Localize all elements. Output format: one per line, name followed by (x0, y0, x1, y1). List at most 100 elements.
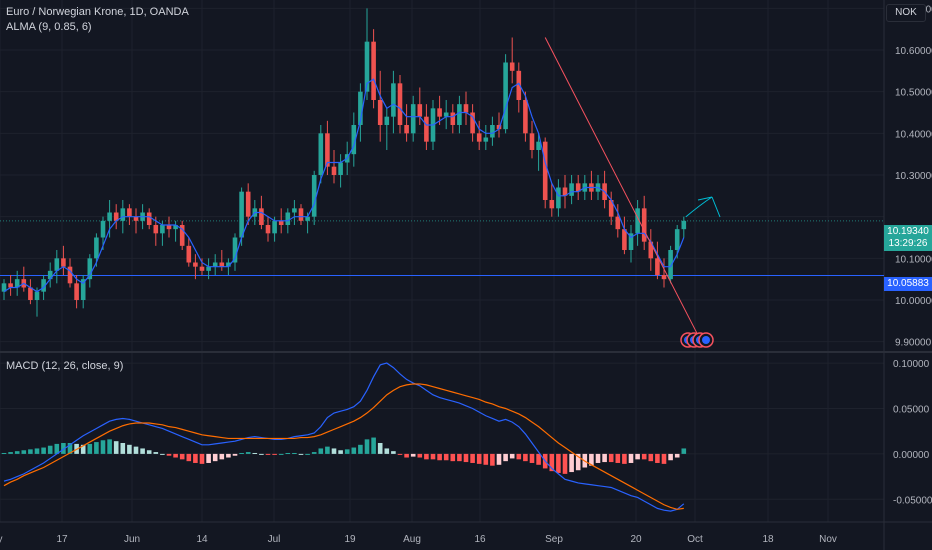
candle-body (298, 208, 304, 221)
macd-indicator-label[interactable]: MACD (12, 26, close, 9) (6, 360, 124, 372)
macd-histogram-bar (338, 450, 343, 454)
time-axis-label: 19 (344, 534, 356, 545)
macd-histogram-bar (232, 453, 238, 456)
price-axis-label: 10.30000 (895, 171, 932, 182)
macd-histogram-bar (278, 453, 284, 455)
candle-body (529, 133, 535, 150)
candle-body (523, 100, 528, 134)
candle-body (193, 262, 198, 267)
macd-histogram-bar (549, 453, 555, 472)
candle-body (641, 208, 647, 242)
macd-histogram-bar (298, 453, 304, 455)
candle-body (232, 237, 238, 263)
candle-body (608, 200, 614, 217)
macd-histogram-bar (608, 453, 614, 463)
macd-histogram-bar (463, 453, 469, 463)
macd-histogram-bar (245, 452, 251, 454)
macd-histogram-bar (516, 453, 522, 460)
time-axis-label: Aug (403, 534, 421, 545)
candle-body (450, 112, 456, 125)
macd-histogram-bar (305, 453, 310, 455)
candle-body (397, 83, 403, 125)
currency-label[interactable]: NOK (886, 4, 926, 22)
macd-histogram-bar (87, 443, 93, 454)
candle-body (476, 133, 482, 142)
candle-body (311, 175, 317, 217)
macd-histogram-bar (54, 443, 60, 454)
macd-histogram-bar (1, 452, 7, 454)
macd-histogram-bar (186, 453, 192, 462)
macd-histogram-bar (384, 448, 390, 454)
macd-histogram-bar (226, 453, 231, 458)
macd-histogram-bar (351, 447, 357, 454)
candle-body (272, 220, 277, 234)
candle-body (569, 183, 574, 196)
price-axis-label: 10.40000 (895, 129, 932, 140)
macd-axis-label: 0.05000 (893, 404, 930, 415)
candle-body (80, 279, 86, 300)
macd-histogram-bar (450, 453, 456, 462)
time-axis-label: Nov (819, 534, 837, 545)
candle-body (41, 279, 46, 292)
candle-body (61, 258, 66, 267)
candle-body (575, 183, 581, 192)
macd-histogram-bar (668, 453, 673, 461)
current-price-tag: 10.19340 13:29:26 (884, 225, 932, 251)
macd-histogram-bar (67, 442, 73, 454)
candle-body (549, 200, 555, 209)
candle-body (166, 225, 172, 230)
macd-histogram-bar (325, 446, 330, 454)
hline-price-tag: 10.05883 (884, 277, 932, 291)
macd-histogram-bar (417, 453, 423, 458)
macd-histogram-bar (410, 453, 416, 457)
candle-body (74, 283, 79, 300)
macd-histogram-bar (285, 452, 291, 454)
candle-body (457, 104, 462, 125)
candle-body (509, 62, 515, 71)
candle-body (404, 125, 409, 134)
symbol-title[interactable]: Euro / Norwegian Krone, 1D, OANDA (6, 6, 189, 18)
macd-histogram-bar (470, 453, 475, 463)
macd-histogram-bar (391, 451, 396, 454)
macd-histogram-bar (377, 442, 383, 454)
event-badge-icon (702, 336, 710, 344)
time-axis-label: 17 (56, 534, 68, 545)
time-axis-label: Sep (545, 534, 563, 545)
macd-histogram-bar (146, 450, 152, 454)
price-axis-label: 10.60000 (895, 46, 932, 57)
bar-countdown: 13:29:26 (888, 238, 928, 249)
candle-body (179, 225, 185, 246)
macd-histogram-bar (160, 453, 165, 455)
macd-histogram-bar (127, 444, 132, 454)
candle-body (265, 225, 271, 234)
candle-body (245, 191, 251, 217)
macd-histogram-bar (47, 445, 53, 454)
macd-histogram-bar (94, 442, 99, 454)
candle-body (371, 41, 376, 100)
macd-histogram-bar (457, 453, 462, 462)
time-axis-label: Oct (687, 534, 703, 545)
macd-histogram-bar (292, 452, 297, 454)
candle-body (226, 262, 231, 267)
macd-histogram-bar (641, 453, 647, 460)
candle-body (351, 125, 357, 155)
candle-body (668, 250, 673, 280)
candle-body (338, 162, 343, 175)
macd-histogram-bar (252, 452, 258, 454)
candle-body (628, 233, 634, 250)
macd-line (3, 362, 685, 512)
macd-histogram-bar (681, 448, 687, 454)
alma-indicator-label[interactable]: ALMA (9, 0.85, 6) (6, 21, 92, 33)
trendline-drawing (544, 37, 698, 334)
price-axis-label: 10.00000 (895, 296, 932, 307)
candle-body (259, 208, 264, 225)
candle-body (1, 283, 7, 292)
macd-histogram-bar (41, 447, 46, 454)
current-price: 10.19340 (887, 226, 929, 237)
price-axis-label: 9.90000 (895, 338, 932, 349)
macd-histogram-bar (569, 453, 574, 473)
candle-body (47, 270, 53, 280)
candle-body (113, 212, 119, 221)
candle-body (516, 70, 522, 100)
